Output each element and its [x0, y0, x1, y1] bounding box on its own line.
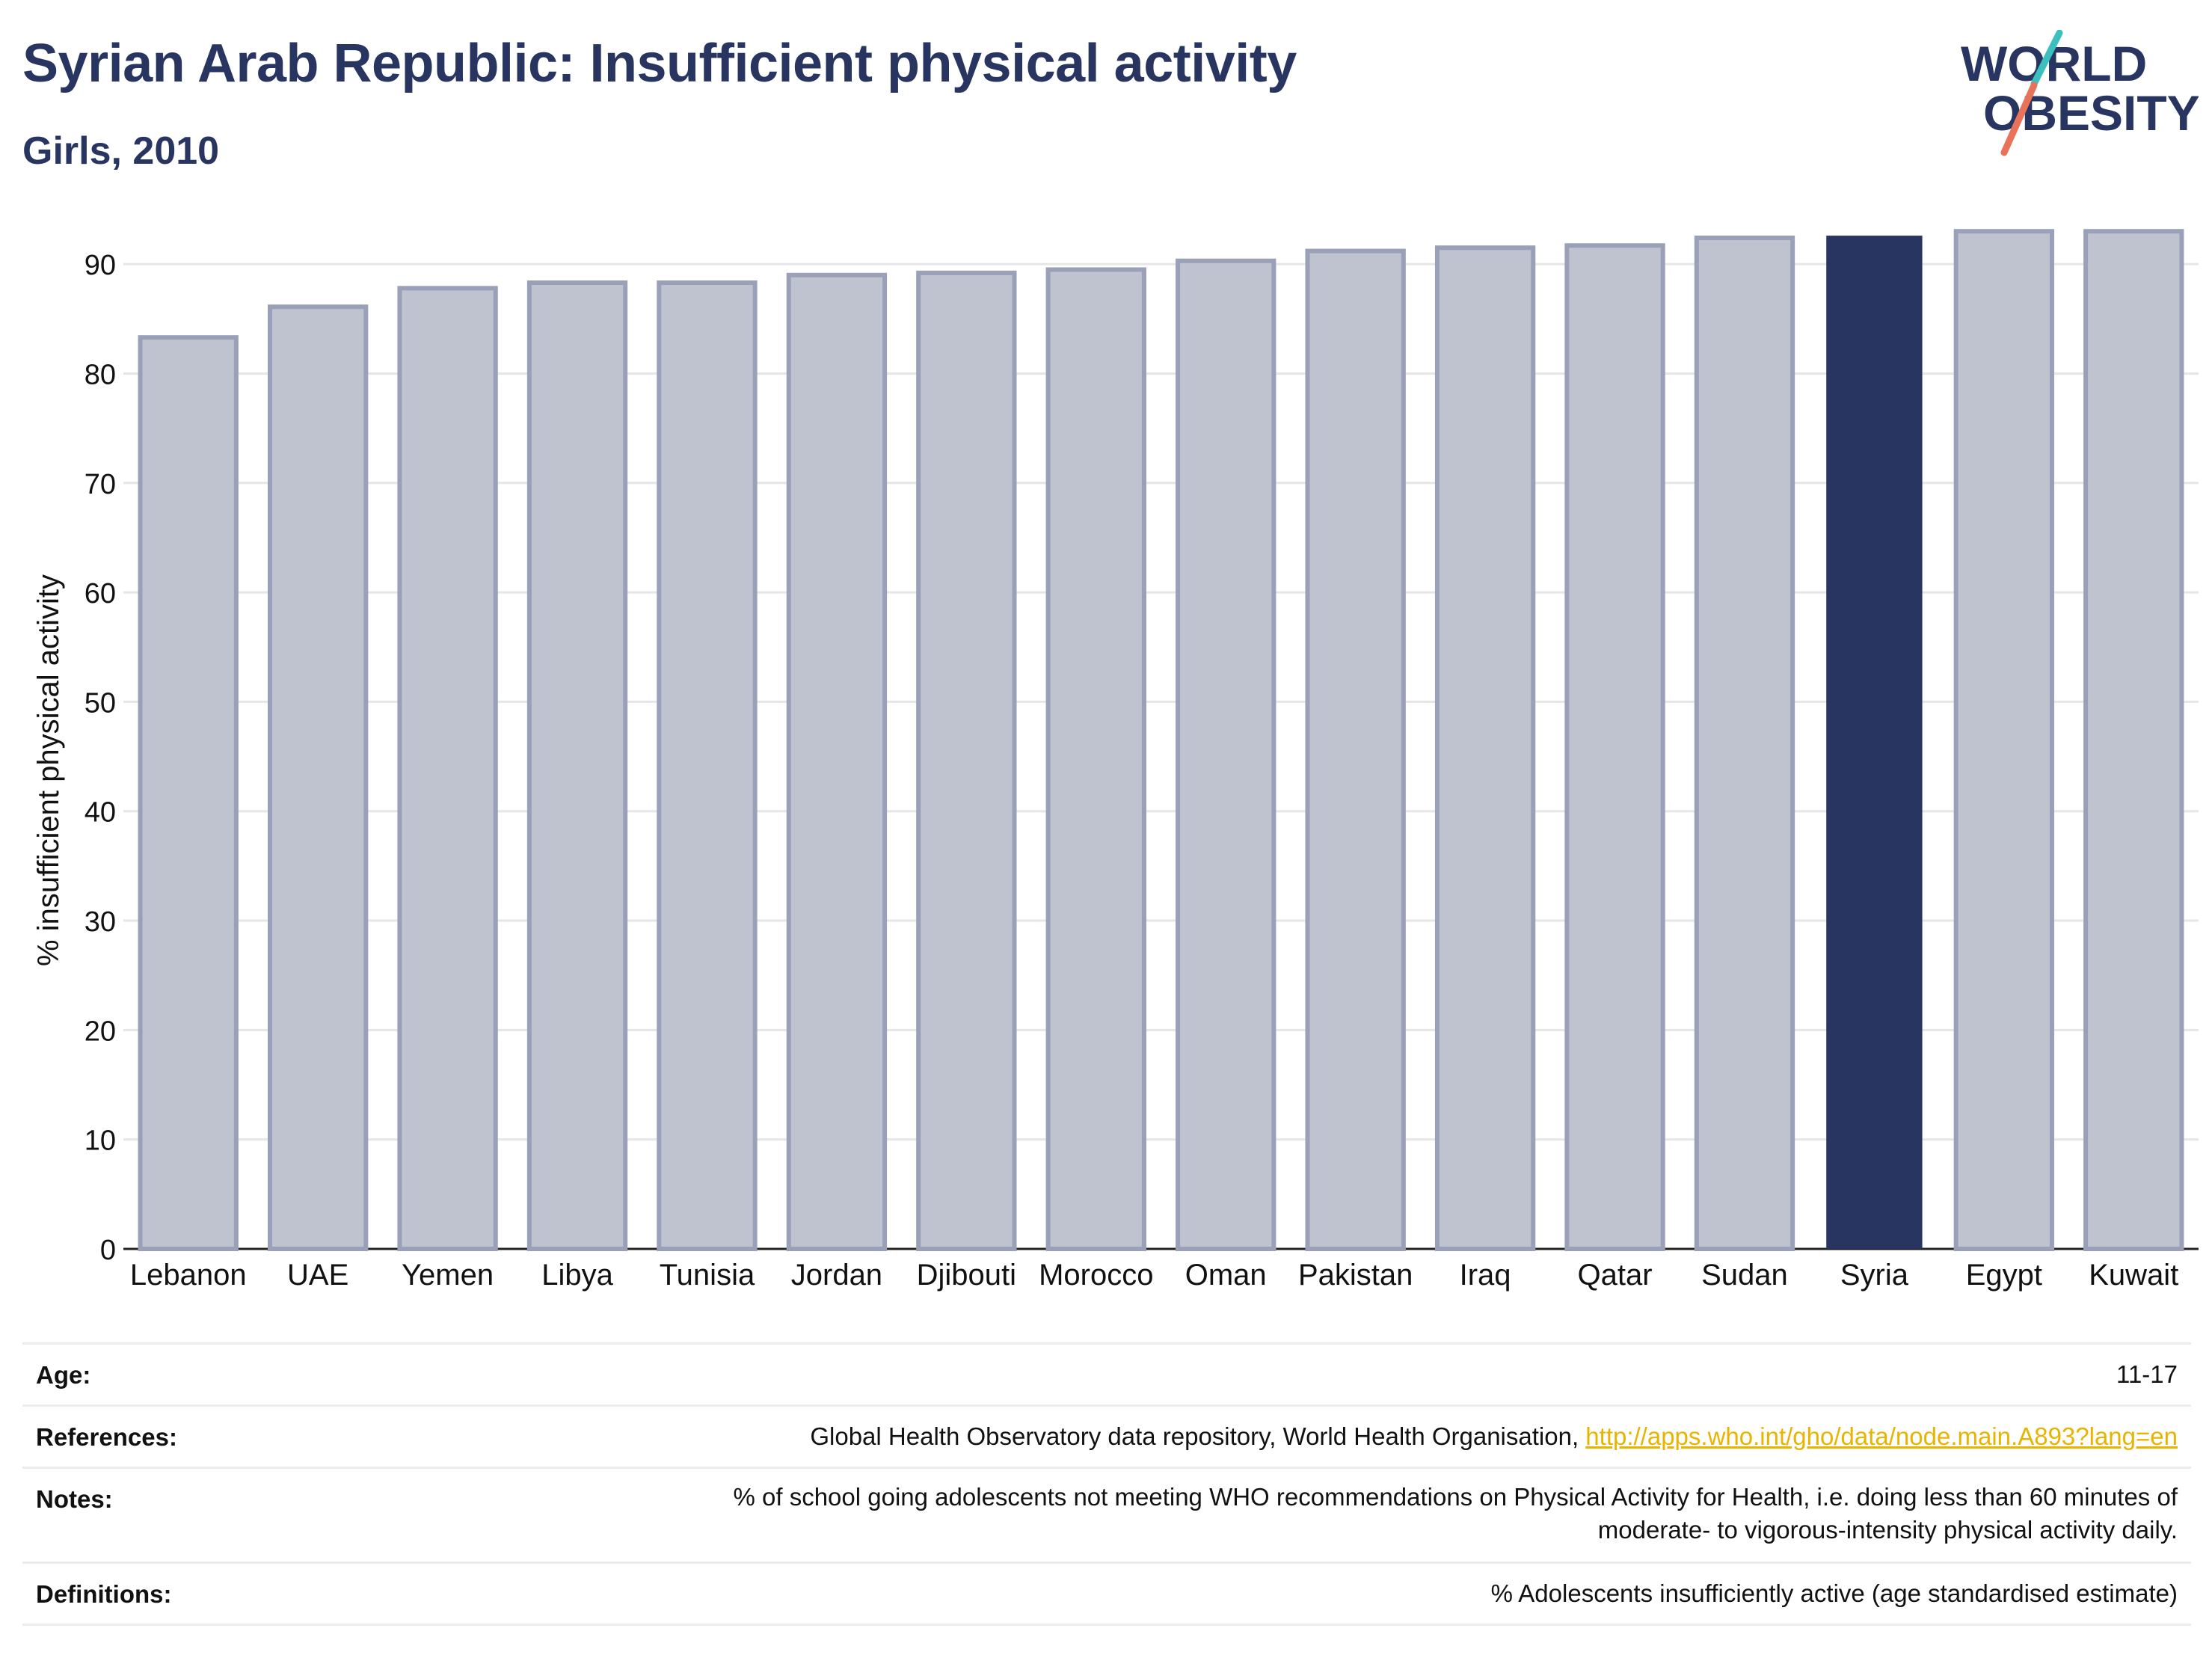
x-tick-label: Djibouti — [917, 1259, 1016, 1292]
meta-age-value: 11-17 — [2116, 1360, 2178, 1388]
meta-age-label: Age: — [36, 1361, 91, 1389]
bar-pakistan — [1305, 248, 1406, 1252]
meta-references-value: Global Health Observatory data repositor… — [810, 1420, 2178, 1453]
y-tick-labels: 0 10 20 30 40 50 60 70 80 90 — [85, 250, 116, 1266]
y-tick-label: 20 — [85, 1016, 116, 1047]
references-text: Global Health Observatory data repositor… — [810, 1422, 1586, 1450]
meta-row-age: Age: 11-17 — [22, 1345, 2191, 1407]
y-axis-label: % insufficient physical activity — [32, 574, 65, 966]
x-tick-label: Yemen — [402, 1259, 494, 1292]
x-tick-label: Qatar — [1578, 1259, 1653, 1292]
bar-lebanon — [138, 335, 239, 1252]
y-tick-label: 90 — [85, 250, 116, 281]
x-tick-label: Iraq — [1460, 1259, 1511, 1292]
bar-syria — [1826, 236, 1923, 1250]
meta-notes-value: % of school going adolescents not meetin… — [734, 1481, 2178, 1547]
chart-title: Syrian Arab Republic: Insufficient physi… — [22, 34, 1297, 93]
y-tick-label: 10 — [85, 1126, 116, 1157]
bar-egypt — [1953, 229, 2055, 1251]
meta-row-notes: Notes: % of school going adolescents not… — [22, 1469, 2191, 1564]
y-tick-label: 0 — [100, 1235, 116, 1266]
chart-subtitle: Girls, 2010 — [22, 129, 220, 173]
x-tick-label: Jordan — [791, 1259, 882, 1292]
bar-tunisia — [657, 280, 758, 1251]
x-tick-label: Morocco — [1039, 1259, 1153, 1292]
bar-morocco — [1045, 267, 1146, 1252]
notes-line-1: % of school going adolescents not meetin… — [733, 1483, 2178, 1511]
meta-row-definitions: Definitions: % Adolescents insufficientl… — [22, 1564, 2191, 1626]
bar-sudan — [1694, 236, 1795, 1251]
meta-definitions-value: % Adolescents insufficiently active (age… — [1490, 1579, 2178, 1607]
y-tick-label: 80 — [85, 359, 116, 390]
y-tick-label: 60 — [85, 578, 116, 610]
x-tick-label: Sudan — [1701, 1259, 1788, 1292]
bar-uae — [267, 304, 369, 1251]
world-obesity-logo: WORLD OBESITY — [1961, 30, 2199, 156]
x-tick-label: Pakistan — [1298, 1259, 1413, 1292]
bar-qatar — [1564, 243, 1665, 1252]
x-tick-label: Egypt — [1966, 1259, 2042, 1292]
x-tick-label: Tunisia — [660, 1259, 755, 1292]
notes-line-2: moderate- to vigorous-intensity physical… — [1597, 1516, 2178, 1544]
x-tick-label: Syria — [1840, 1259, 1909, 1292]
bar-libya — [526, 280, 628, 1251]
x-tick-labels: Lebanon UAE Yemen Libya Tunisia Jordan Djibout… — [130, 1259, 2178, 1292]
logo-slash-coral — [2000, 82, 2038, 156]
y-tick-label: 40 — [85, 797, 116, 829]
logo-slash-teal — [2030, 30, 2063, 87]
bar-chart: Lebanon UAE Yemen Libya Tunisia Jordan Djibout… — [32, 229, 2199, 1292]
x-tick-label: Libya — [541, 1259, 613, 1292]
meta-definitions-label: Definitions: — [36, 1580, 172, 1608]
meta-row-references: References: Global Health Observatory da… — [22, 1407, 2191, 1469]
references-link[interactable]: http://apps.who.int/gho/data/node.main.A… — [1585, 1422, 2178, 1450]
x-tick-label: Lebanon — [130, 1259, 247, 1292]
bar-iraq — [1434, 245, 1536, 1251]
bar-oman — [1176, 258, 1276, 1251]
bar-djibouti — [916, 270, 1017, 1251]
meta-references-label: References: — [36, 1423, 177, 1451]
bar-kuwait — [2083, 229, 2184, 1251]
meta-notes-label: Notes: — [36, 1485, 113, 1513]
y-tick-label: 70 — [85, 469, 116, 500]
y-tick-label: 30 — [85, 906, 116, 938]
y-tick-label: 50 — [85, 687, 116, 719]
bar-yemen — [397, 286, 498, 1251]
metadata-table: Age: 11-17 References: Global Health Obs… — [22, 1342, 2191, 1626]
x-tick-label: UAE — [287, 1259, 348, 1292]
bar-jordan — [786, 272, 888, 1252]
bars — [138, 229, 2184, 1252]
x-tick-label: Kuwait — [2089, 1259, 2178, 1292]
x-tick-label: Oman — [1185, 1259, 1267, 1292]
